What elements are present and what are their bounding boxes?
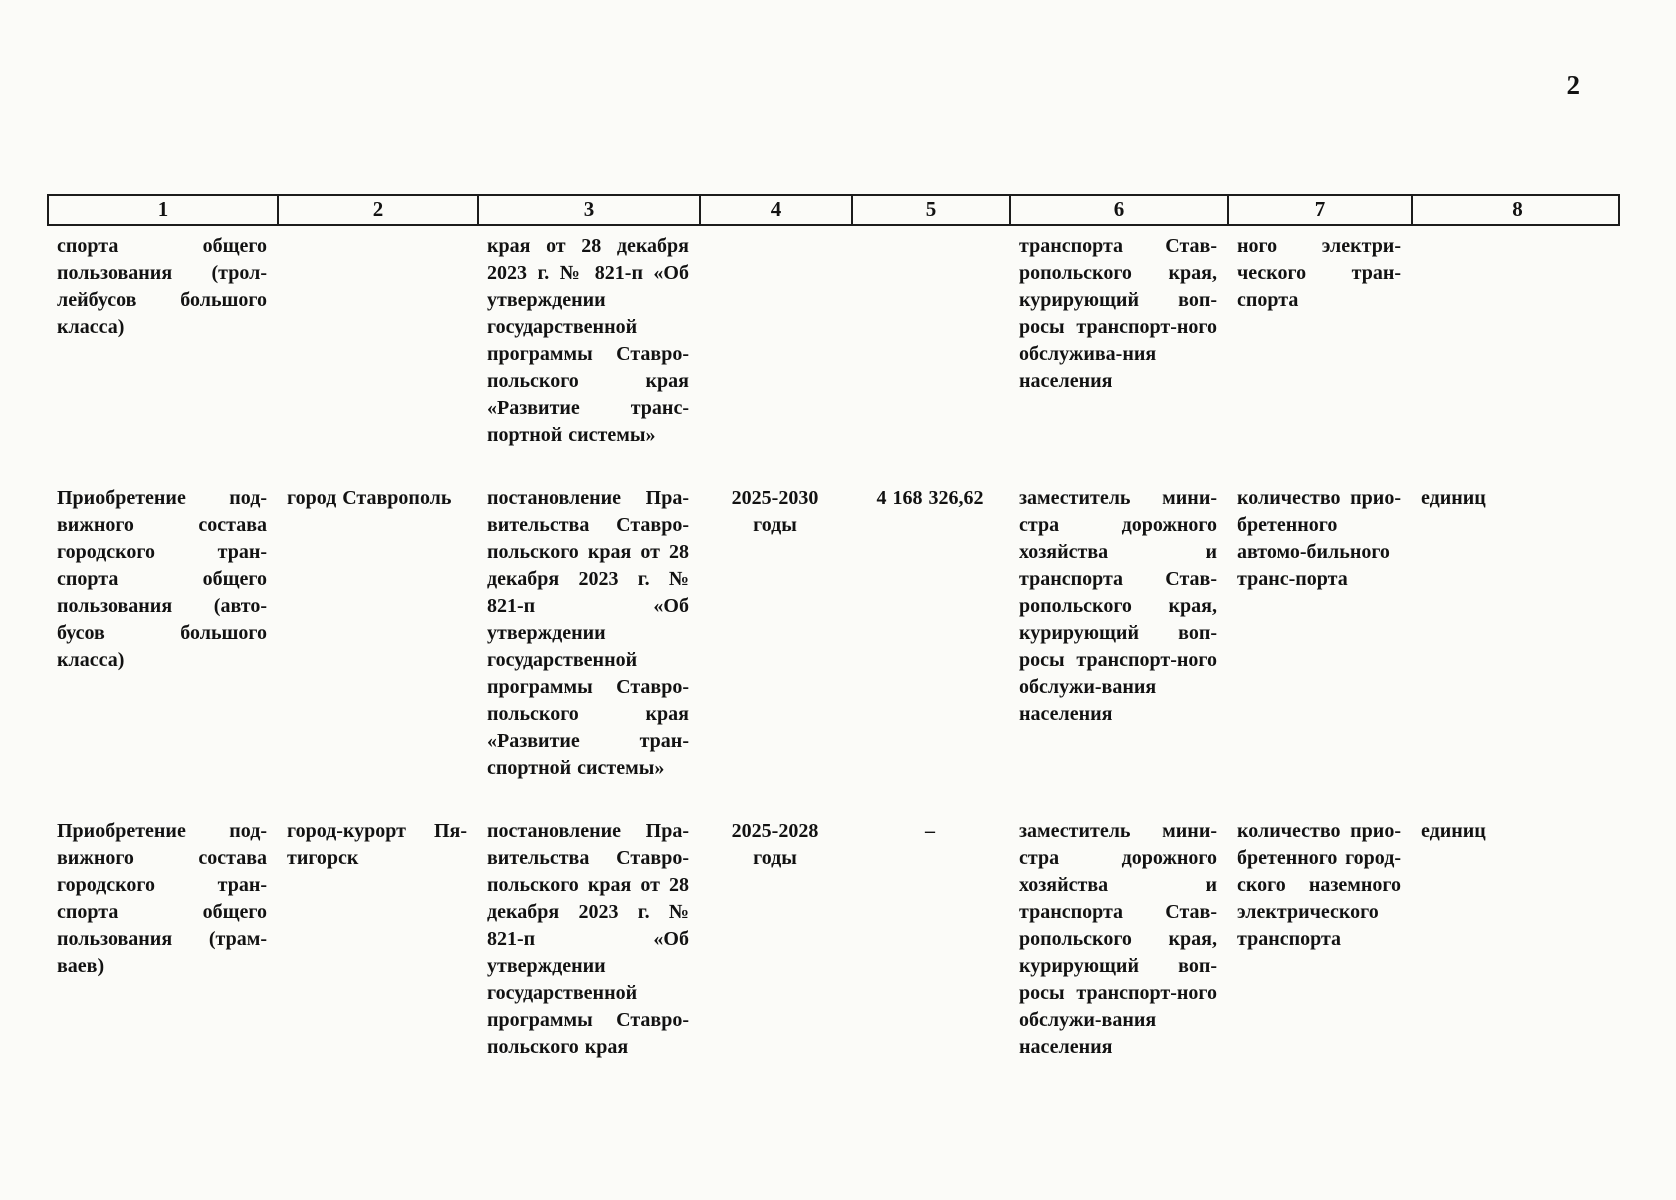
table-cell: края от 28 декабря 2023 г. № 821-п «Об у… (487, 235, 689, 446)
table-cell: спорта общего пользования (трол-лейбусов… (57, 235, 267, 338)
document-table: 1 2 3 4 5 6 7 8 спорта общего пользовани… (47, 194, 1620, 1061)
table-cell: количество прио-бретенного город-ского н… (1237, 820, 1401, 950)
table-cell: 4 168 326,62 (876, 487, 984, 509)
column-header-3: 3 (479, 196, 701, 224)
table-cell: – (925, 820, 935, 842)
table-cell: заместитель мини-стра дорожного хозяйств… (1019, 487, 1217, 725)
column-header-5: 5 (853, 196, 1011, 224)
column-header-7: 7 (1229, 196, 1413, 224)
table-cell: город-курорт Пя-тигорск (287, 820, 467, 869)
table-cell: 2025-2030 годы (731, 487, 819, 536)
table-cell: постановление Пра-вительства Ставро-поль… (487, 487, 689, 779)
table-cell: заместитель мини-стра дорожного хозяйств… (1019, 820, 1217, 1058)
column-header-4: 4 (701, 196, 853, 224)
table-cell: 2025-2028 годы (731, 820, 819, 869)
table-cell: ного электри-ческого тран-спорта (1237, 235, 1401, 311)
table-cell: Приобретение под-вижного состава городск… (57, 487, 267, 671)
table-cell: единиц (1421, 487, 1486, 509)
column-header-1: 1 (49, 196, 279, 224)
table-cell: транспорта Став-ропольского края, куриру… (1019, 235, 1217, 392)
table-cell: единиц (1421, 820, 1486, 842)
table-row: спорта общего пользования (трол-лейбусов… (47, 233, 1620, 449)
table-cell: постановление Пра-вительства Ставро-поль… (487, 820, 689, 1058)
table-cell: город Ставрополь (287, 487, 452, 509)
column-header-2: 2 (279, 196, 479, 224)
table-row: Приобретение под-вижного состава городск… (47, 818, 1620, 1061)
table-row: Приобретение под-вижного состава городск… (47, 485, 1620, 782)
page-number: 2 (1566, 70, 1581, 100)
column-header-8: 8 (1512, 197, 1523, 221)
table-cell: количество прио-бретенного автомо-бильно… (1237, 487, 1401, 590)
table-cell: Приобретение под-вижного состава городск… (57, 820, 267, 977)
table-header-row: 1 2 3 4 5 6 7 8 (47, 194, 1620, 226)
column-header-6: 6 (1011, 196, 1229, 224)
